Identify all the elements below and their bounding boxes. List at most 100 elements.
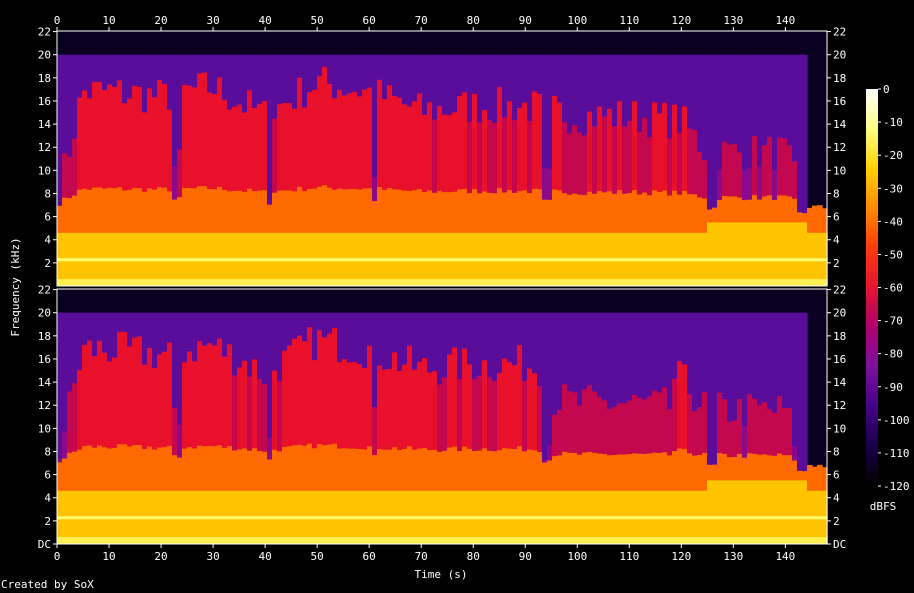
spectrogram-column (272, 312, 278, 544)
channel-1-y-tick-left: 20 (38, 49, 51, 62)
spectrogram-column (582, 312, 588, 544)
spectrogram-column (492, 54, 498, 287)
spectrogram-column (332, 312, 338, 544)
spectrogram-column (367, 54, 373, 287)
spectrogram-column (57, 312, 63, 544)
spectrogram-column (697, 312, 703, 544)
colorbar-tick: -100 (883, 414, 910, 427)
spectrogram-column (247, 312, 253, 544)
spectrogram-column (62, 54, 68, 286)
channel-2-y-tick-left: 16 (38, 353, 51, 366)
channel-1-y-tick-right: 10 (833, 164, 846, 177)
channel-2-y-tick-left: 2 (44, 515, 51, 528)
x-tick-top: 70 (415, 14, 428, 27)
x-tick-bottom: 90 (519, 550, 532, 563)
y-axis-label: Frequency (kHz) (9, 237, 22, 336)
spectrogram-column (262, 312, 268, 544)
channel-1-y-tick-left: 4 (44, 234, 51, 247)
spectrogram-column (722, 54, 728, 286)
spectrogram-column (627, 54, 633, 287)
spectrogram-column (447, 54, 453, 287)
spectrogram-column (667, 312, 673, 544)
spectrogram-column (422, 312, 428, 544)
spectrogram-column (257, 312, 263, 544)
spectrogram-column (562, 54, 568, 286)
spectrogram-column (487, 54, 493, 286)
spectrogram-column (682, 312, 688, 544)
spectrogram-column (362, 312, 368, 544)
spectrogram-column (122, 312, 128, 544)
spectrogram-column (247, 54, 253, 286)
spectrogram-column (442, 312, 448, 544)
channel-1-frame (56, 30, 828, 287)
spectrogram-column (392, 312, 398, 544)
x-tick-top: 80 (467, 14, 480, 27)
spectrogram-column (617, 312, 623, 544)
spectrogram-column (542, 312, 548, 544)
spectrogram-column (397, 54, 403, 286)
x-tick-top: 10 (102, 14, 115, 27)
spectrogram-column (607, 54, 613, 286)
x-tick-top: 120 (671, 14, 691, 27)
spectrogram-column (202, 54, 208, 286)
spectrogram-column (602, 312, 608, 544)
spectrogram-column (702, 312, 708, 544)
x-tick-top: 40 (258, 14, 271, 27)
spectrogram-column (337, 54, 343, 286)
spectrogram-column (592, 312, 598, 544)
x-tick-top: 60 (363, 14, 376, 27)
spectrogram-column (397, 312, 403, 544)
spectrogram-column (627, 312, 633, 544)
spectrogram-column (797, 312, 803, 544)
spectrogram-column (417, 312, 423, 544)
spectrogram-column (742, 312, 748, 544)
spectrogram-column (322, 312, 328, 544)
spectrogram-column (277, 312, 283, 544)
spectrogram-column (102, 312, 108, 544)
spectrogram-column (437, 312, 443, 544)
spectrogram-column (422, 54, 428, 286)
spectrogram-column (207, 312, 213, 544)
spectrogram-column (387, 54, 393, 287)
channel-1-y-tick-left: 12 (38, 141, 51, 154)
x-tick-top: 90 (519, 14, 532, 27)
spectrogram-column (132, 54, 138, 286)
spectrogram-column (102, 54, 108, 286)
x-tick-top: 100 (567, 14, 587, 27)
spectrogram-column (352, 312, 358, 544)
spectrogram-column (237, 54, 243, 286)
spectrogram-column (802, 312, 808, 544)
channel-2-y-tick-right: 10 (833, 422, 846, 435)
spectrogram-column (252, 312, 258, 544)
channel-1-y-tick-right: 6 (833, 211, 840, 224)
spectrogram-column (297, 312, 303, 544)
spectrogram-column (222, 54, 228, 286)
spectrogram-column (742, 54, 748, 286)
spectrogram-column (547, 312, 553, 544)
spectrogram-column (352, 54, 358, 286)
spectrogram-column (482, 312, 488, 544)
spectrogram-column (227, 54, 233, 286)
spectrogram-column (317, 312, 323, 544)
x-tick-top: 140 (775, 14, 795, 27)
spectrogram-column (147, 54, 153, 287)
spectrogram-column (507, 312, 513, 544)
channel-2-y-tick-left: 8 (44, 445, 51, 458)
channel-2-y-tick-right: 18 (833, 330, 846, 343)
spectrogram-column (597, 312, 603, 544)
spectrogram-column (187, 54, 193, 287)
spectrogram-column (737, 312, 743, 544)
x-tick-bottom: 20 (154, 550, 167, 563)
spectrogram-column (312, 54, 318, 286)
spectrogram-column (647, 312, 653, 544)
colorbar-tick: -10 (883, 116, 903, 129)
colorbar-tick: -60 (883, 282, 903, 295)
x-axis-label: Time (s) (415, 568, 468, 581)
spectrogram-column (107, 54, 113, 286)
spectrogram-column (632, 54, 638, 286)
colorbar (866, 89, 878, 486)
channel-2-y-tick-right: 16 (833, 353, 846, 366)
spectrogram-column (467, 312, 473, 544)
spectrogram-column (162, 312, 168, 544)
spectrogram-column (772, 54, 778, 286)
